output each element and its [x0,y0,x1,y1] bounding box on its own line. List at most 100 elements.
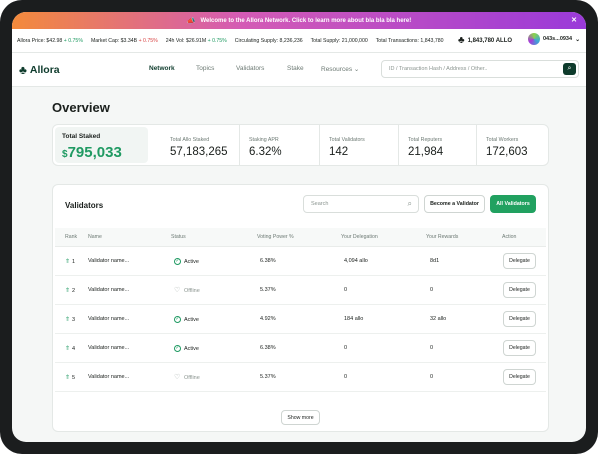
rank-cell: ⇑ 1 [65,258,75,265]
nav-network[interactable]: Network [149,65,175,72]
announcement-banner[interactable]: 📣 Welcome to the Allora Network. Click t… [12,12,586,29]
status-text: Active [184,345,199,352]
voting-power: 6.38% [260,258,276,264]
delegate-button[interactable]: Delegate [503,282,536,298]
rank-value: 3 [72,317,76,323]
status-text: Offline [184,374,200,381]
ticker-item: 24h Vol: $26.91M + 0.75% [166,38,227,44]
column-header: Voting Power % [257,234,294,240]
ticker-label: Market Cap: [90,37,120,44]
check-icon: ✓ [174,258,181,265]
stat-value: 21,984 [408,146,444,158]
voting-power: 4.92% [260,316,276,322]
table-row[interactable]: ⇑ 4 Validator name... ✓ Active 6.38% 0 0 D… [55,334,546,363]
your-rewards: 0 [430,287,434,293]
search-icon: ⌕ [407,199,412,208]
rank-arrow-icon: ⇑ [65,317,71,323]
validators-card: Validators Search ⌕ Become a Validator A… [52,184,549,432]
validator-name[interactable]: Validator name... [88,316,130,322]
stat-value: 172,603 [486,146,528,158]
ticker-item: Market Cap: $3.34B + 0.75% [91,38,158,44]
validator-name[interactable]: Validator name... [88,345,130,351]
allora-logo-icon: ♣ [19,63,27,77]
ticker-item: Total Supply: 21,000,000 [311,38,368,44]
delegate-button[interactable]: Delegate [503,369,536,385]
your-delegation: 184 allo [344,316,364,322]
search-placeholder: Search [311,201,329,207]
nav-topics[interactable]: Topics [196,65,215,72]
search-placeholder: ID / Transaction Hash / Address / Other.… [389,66,488,72]
your-rewards: 8d1 [430,258,440,264]
voting-power: 6.38% [260,345,276,351]
validator-search-input[interactable]: Search ⌕ [303,195,419,213]
validators-title: Validators [65,201,104,210]
nav-stake[interactable]: Stake [287,65,304,72]
validator-name[interactable]: Validator name... [88,374,130,380]
ticker-item: Total Transactions: 1,843,780 [376,38,444,44]
table-header: Rank Name Status Voting Power % Your Del… [55,228,546,247]
stat-total-validators: Total Validators 142 [319,125,365,165]
offline-icon: ♡ [174,374,181,381]
delegate-button[interactable]: Delegate [503,340,536,356]
page-title: Overview [52,100,110,115]
stat-value: 142 [329,146,349,158]
table-row[interactable]: ⇑ 3 Validator name... ✓ Active 4.92% 184 a… [55,305,546,334]
avatar [528,33,540,45]
ticker-value: 8,236,236 [279,37,303,44]
stat-label: Total Workers [486,137,519,143]
validator-name[interactable]: Validator name... [88,258,130,264]
stat-total-workers: Total Workers 172,603 [476,125,528,165]
validator-name[interactable]: Validator name... [88,287,130,293]
close-icon[interactable]: ✕ [571,17,577,24]
stat-value: 6.32% [249,146,282,158]
column-header: Rank [65,234,78,240]
status-text: Active [184,258,199,265]
megaphone-icon: 📣 [186,17,196,25]
banner-text[interactable]: Welcome to the Allora Network. Click to … [200,17,412,24]
rank-cell: ⇑ 2 [65,287,75,294]
wallet-menu[interactable]: 043s...0934 ⌄ [528,33,580,45]
column-header: Name [88,234,102,240]
ticker-value: 21,000,000 [341,37,368,44]
total-staked-amount: 795,033 [67,144,122,161]
voting-power: 5.37% [260,374,276,380]
your-rewards: 32 allo [430,316,447,322]
global-search-input[interactable]: ID / Transaction Hash / Address / Other.… [381,60,579,78]
offline-icon: ♡ [174,287,181,294]
status-text: Active [184,316,199,323]
nav-validators[interactable]: Validators [236,65,265,72]
become-validator-button[interactable]: Become a Validator [424,195,485,213]
ticker-value: $3.34B [120,37,138,44]
status-text: Offline [184,287,200,294]
logo-text: Allora [29,64,60,76]
all-validators-button[interactable]: All Validators [490,195,536,213]
ticker-label: Total Transactions: [375,37,419,44]
token-balance[interactable]: ♣ 1,843,780 ALLO [458,35,512,46]
search-icon: ⌕ [567,65,572,72]
rank-value: 2 [72,288,76,294]
your-delegation: 0 [344,287,348,293]
show-more-button[interactable]: Show more [281,410,320,425]
delegate-button[interactable]: Delegate [503,311,536,327]
ticker-item: Circulating Supply: 8,236,236 [235,38,303,44]
ticker-value: $42.98 [46,37,63,44]
total-staked-label: Total Staked [62,133,101,140]
search-button[interactable]: ⌕ [563,63,576,75]
check-icon: ✓ [174,345,181,352]
voting-power: 5.37% [260,287,276,293]
ticker-change: + 0.75% [138,37,158,44]
rank-arrow-icon: ⇑ [65,288,71,294]
your-delegation: 0 [344,345,348,351]
nav-resources[interactable]: Resources ⌄ [321,65,359,73]
total-staked-value: $795,033 [62,144,122,161]
overview-stats: Total Staked $795,033 Total Allo Staked … [52,124,549,166]
allora-logo[interactable]: ♣ Allora [19,63,60,77]
stat-value: 57,183,265 [170,146,228,158]
table-row[interactable]: ⇑ 1 Validator name... ✓ Active 6.38% 4,094… [55,247,546,276]
table-row[interactable]: ⇑ 2 Validator name... ♡ Offline 5.37% 0 0 … [55,276,546,305]
rank-arrow-icon: ⇑ [65,375,71,381]
table-row[interactable]: ⇑ 5 Validator name... ♡ Offline 5.37% 0 0 … [55,363,546,392]
rank-cell: ⇑ 4 [65,345,75,352]
market-ticker: Allora Price: $42.98 + 0.75% Market Cap:… [12,29,586,53]
delegate-button[interactable]: Delegate [503,253,536,269]
